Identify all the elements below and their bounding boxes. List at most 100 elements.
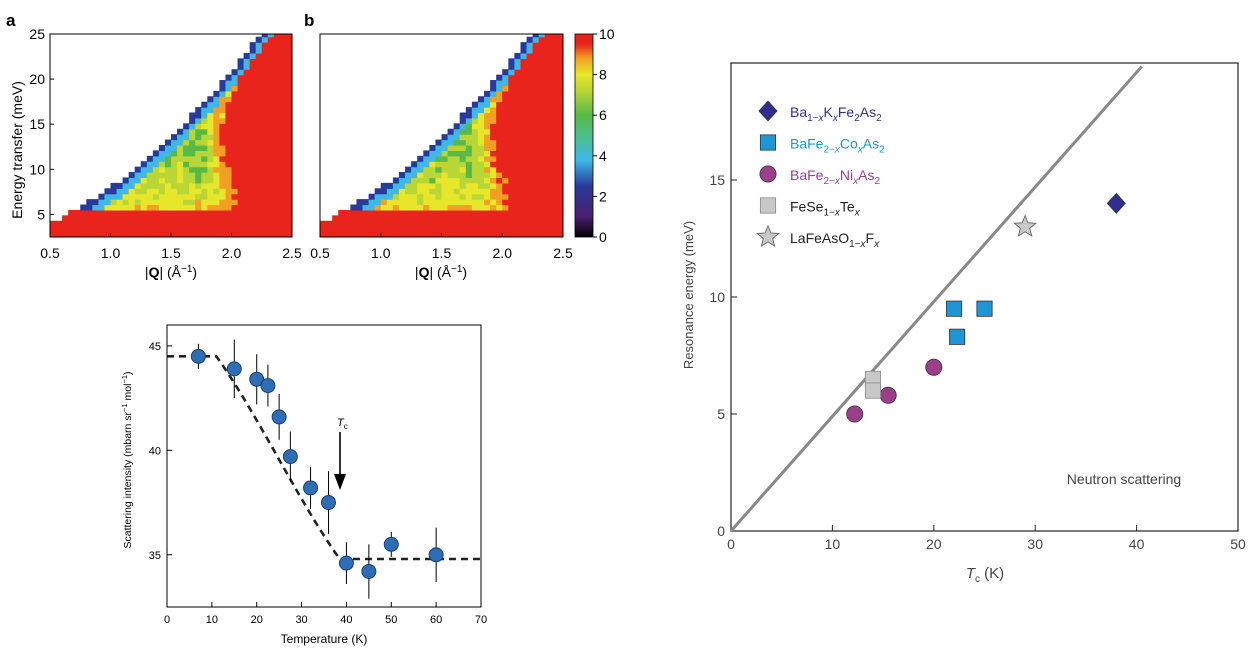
heatmap-cell [538, 150, 546, 157]
heatmap-cell [532, 90, 540, 97]
heatmap-cell [508, 177, 515, 184]
heatmap-cell [267, 182, 275, 189]
heatmap-cell [243, 139, 251, 146]
heatmap-cell [550, 128, 558, 135]
heatmap-cell [231, 188, 239, 195]
heatmap-cell [538, 177, 546, 184]
heatmap-cell [267, 52, 275, 59]
heatmap-cell [508, 80, 515, 87]
heatmap-cell [459, 199, 467, 206]
heatmap-cell [122, 231, 130, 237]
heatmap-cell [508, 204, 515, 211]
heatmap-cell [249, 193, 257, 200]
heatmap-cell [134, 177, 142, 184]
heatmap-cell [538, 155, 546, 162]
heatmap-cell [80, 231, 87, 237]
data-point [320, 495, 336, 511]
heatmap-cell [201, 182, 208, 189]
heatmap-cell [441, 161, 449, 168]
heatmap-cell [380, 193, 388, 200]
heatmap-cell [484, 117, 491, 124]
heatmap-cell [538, 52, 546, 59]
heatmap-cell [532, 52, 540, 59]
heatmap-cell [429, 166, 437, 173]
heatmap-cell [237, 107, 245, 114]
heatmap-cell [255, 128, 263, 135]
heatmap-cell [237, 204, 245, 211]
heatmap-cell [447, 177, 455, 184]
heatmap-cell [556, 128, 563, 135]
heatmap-cell [508, 123, 515, 130]
data-point [1013, 214, 1037, 237]
y-tick-label: 10 [29, 161, 45, 177]
heatmap-cell [56, 220, 63, 227]
heatmap-cell [207, 155, 214, 162]
heatmap-cell [273, 112, 281, 119]
x-tick-label: 10 [206, 614, 218, 626]
heatmap-cell [273, 204, 281, 211]
heatmap-cell [477, 193, 485, 200]
heatmap-cell [189, 226, 196, 233]
heatmap-cell [538, 107, 546, 114]
heatmap-cell [104, 204, 112, 211]
heatmap-cell [362, 199, 370, 206]
heatmap-cell [189, 161, 196, 168]
heatmap-cell [279, 101, 287, 108]
heatmap-cell [110, 209, 118, 216]
heatmap-cell [508, 193, 515, 200]
heatmap-cell [532, 123, 540, 130]
heatmap-cell [249, 74, 257, 81]
heatmap-cell [279, 117, 287, 124]
heatmap-cell [532, 220, 540, 227]
heatmap-cell [273, 69, 281, 76]
heatmap-cell [490, 123, 497, 130]
heatmap-cell [183, 209, 190, 216]
heatmap-cell [219, 112, 227, 119]
heatmap-cell [80, 215, 87, 222]
legend-label: Ba1−xKxFe2As2 [790, 104, 882, 124]
heatmap-cell [514, 199, 522, 206]
heatmap-cell [219, 155, 227, 162]
heatmap-cell [213, 134, 220, 141]
heatmap-cell [177, 220, 184, 227]
heatmap-cell [255, 215, 263, 222]
heatmap-a-body [50, 34, 292, 237]
heatmap-cell [237, 188, 245, 195]
heatmap-cell [195, 166, 202, 173]
heatmap-cell [285, 63, 292, 70]
heatmap-cell [255, 188, 263, 195]
heatmap-cell [267, 166, 275, 173]
heatmap-cell [484, 226, 491, 233]
heatmap-cell [279, 188, 287, 195]
heatmap-cell [146, 188, 154, 195]
heatmap-cell [285, 139, 292, 146]
heatmap-cell [520, 134, 528, 141]
heatmap-cell [225, 128, 233, 135]
heatmap-cell [219, 177, 227, 184]
heatmap-cell [86, 215, 93, 222]
heatmap-cell [261, 117, 269, 124]
heatmap-cell [556, 172, 563, 179]
heatmap-cell [134, 193, 142, 200]
heatmap-cell [140, 182, 148, 189]
heatmap-cell [273, 52, 281, 59]
heatmap-cell [273, 74, 281, 81]
heatmap-cell [219, 209, 227, 216]
heatmap-cell [538, 85, 546, 92]
heatmap-cell [207, 199, 214, 206]
heatmap-cell [502, 226, 509, 233]
data-point [249, 371, 265, 387]
heatmap-cell [231, 123, 239, 130]
heatmap-cell [538, 36, 546, 43]
heatmap-cell [152, 204, 160, 211]
heatmap-cell [435, 209, 443, 216]
heatmap-cell [261, 90, 269, 97]
heatmap-cell [520, 150, 528, 157]
heatmap-cell [171, 209, 178, 216]
heatmap-cell [255, 172, 263, 179]
heatmap-cell [490, 182, 497, 189]
heatmap-cell [207, 193, 214, 200]
heatmap-cell [484, 166, 491, 173]
heatmap-cell [338, 220, 345, 227]
heatmap-cell [255, 36, 263, 43]
